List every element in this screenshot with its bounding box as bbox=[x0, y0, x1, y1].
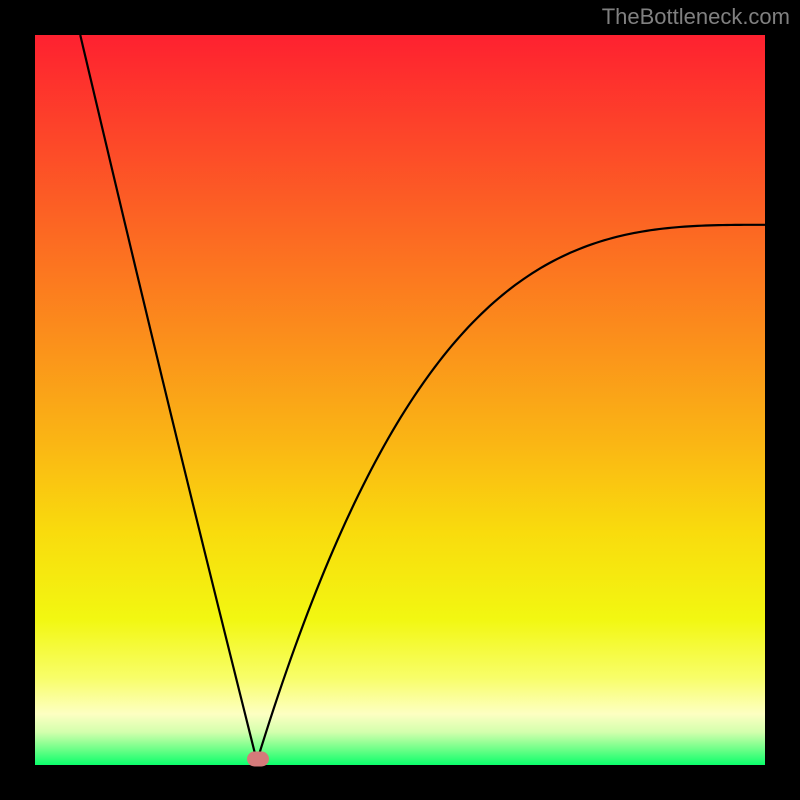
watermark: TheBottleneck.com bbox=[602, 4, 790, 30]
minimum-marker bbox=[247, 752, 269, 767]
gradient-background bbox=[35, 35, 765, 765]
plot-area bbox=[35, 35, 765, 765]
plot-svg bbox=[35, 35, 765, 765]
